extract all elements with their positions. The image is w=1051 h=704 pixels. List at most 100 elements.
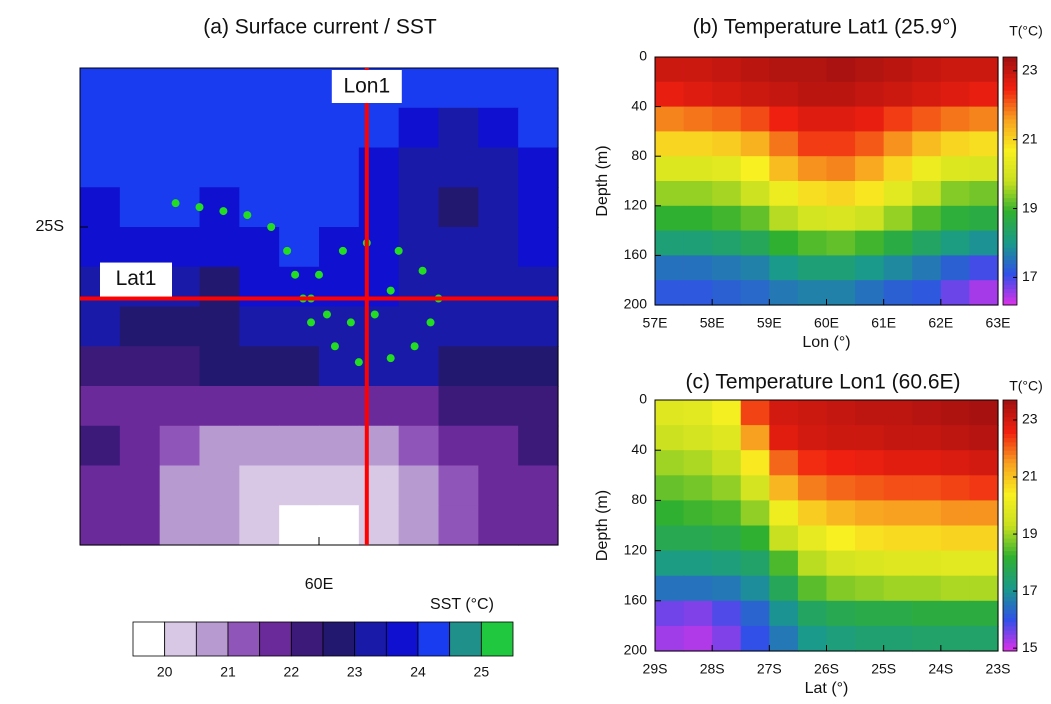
temperature-cell bbox=[969, 156, 999, 182]
colorbar-stripe bbox=[1003, 563, 1017, 568]
sst-cell bbox=[159, 107, 201, 149]
temperature-cell bbox=[940, 255, 971, 281]
temperature-cell bbox=[883, 156, 913, 182]
sst-cell bbox=[199, 465, 240, 506]
section-label: Lon1 bbox=[343, 75, 390, 98]
colorbar-stripe bbox=[1003, 259, 1017, 265]
sst-cell bbox=[438, 68, 479, 109]
sst-cell bbox=[80, 68, 121, 109]
eddy-track-point bbox=[243, 211, 252, 220]
temperature-cell bbox=[883, 181, 913, 207]
colorbar-stripe bbox=[1003, 193, 1017, 199]
colorbar-stripe bbox=[1003, 571, 1017, 577]
colorbar-stripe bbox=[1003, 496, 1017, 501]
colorbar-tick-label: 20 bbox=[157, 664, 173, 680]
eddy-track-point bbox=[394, 246, 403, 255]
colorbar-box bbox=[354, 621, 387, 657]
temperature-cell bbox=[883, 131, 913, 157]
temperature-cell bbox=[712, 205, 742, 232]
colorbar-stripe bbox=[1003, 592, 1017, 598]
temperature-cell bbox=[683, 500, 713, 527]
temperature-cell bbox=[740, 57, 770, 83]
temperature-cell bbox=[912, 400, 942, 426]
sst-cell bbox=[279, 227, 320, 268]
temperature-cell bbox=[855, 525, 885, 552]
colorbar-stripe bbox=[1003, 529, 1017, 535]
sst-cell bbox=[279, 147, 320, 188]
colorbar-stripe bbox=[1003, 646, 1017, 652]
temperature-cell bbox=[769, 525, 799, 552]
x-tick-label: 23S bbox=[986, 661, 1011, 677]
colorbar-stripe bbox=[1003, 416, 1017, 422]
sst-cell bbox=[319, 386, 360, 427]
sst-cell bbox=[438, 505, 479, 546]
temperature-cell bbox=[740, 280, 770, 306]
temperature-cell bbox=[855, 625, 885, 652]
temperature-cell bbox=[712, 400, 742, 426]
sst-cell bbox=[518, 425, 559, 467]
temperature-cell bbox=[826, 156, 856, 182]
temperature-cell bbox=[797, 131, 828, 157]
colorbar-stripe bbox=[1003, 638, 1017, 644]
temperature-cell bbox=[769, 81, 799, 108]
sst-cell bbox=[80, 187, 121, 228]
sst-cell bbox=[159, 147, 201, 188]
temperature-cell bbox=[940, 625, 971, 652]
temperature-cell bbox=[883, 81, 913, 108]
colorbar-stripe bbox=[1003, 567, 1017, 573]
temperature-cell bbox=[769, 400, 799, 426]
temperature-cell bbox=[712, 625, 742, 652]
temperature-cell bbox=[855, 106, 885, 132]
sst-cell bbox=[199, 227, 240, 268]
temperature-cell bbox=[740, 131, 770, 157]
x-axis-label: Lon (°) bbox=[802, 334, 850, 351]
temperature-cell bbox=[969, 280, 999, 306]
colorbar-stripe bbox=[1003, 255, 1017, 261]
sst-cell bbox=[279, 187, 320, 228]
colorbar-stripe bbox=[1003, 168, 1017, 174]
temperature-cell bbox=[712, 450, 742, 476]
sst-cell bbox=[159, 465, 201, 506]
sst-cell bbox=[279, 425, 320, 467]
temperature-cell bbox=[826, 475, 856, 501]
sst-cell bbox=[438, 147, 479, 188]
colorbar-stripe bbox=[1003, 164, 1017, 170]
sst-cell bbox=[518, 68, 559, 109]
temperature-cell bbox=[940, 525, 971, 552]
y-tick-label: 40 bbox=[631, 441, 647, 457]
colorbar-stripe bbox=[1003, 143, 1017, 149]
temperature-cell bbox=[655, 575, 685, 602]
sst-cell bbox=[478, 147, 519, 188]
temperature-cell bbox=[883, 400, 913, 426]
temperature-cell bbox=[740, 575, 770, 602]
temperature-cell bbox=[826, 81, 856, 108]
eddy-track-point bbox=[410, 342, 419, 351]
temperature-cell bbox=[826, 525, 856, 552]
temperature-cell bbox=[769, 255, 799, 281]
sst-cell bbox=[239, 187, 280, 228]
temperature-cell bbox=[855, 57, 885, 83]
temperature-cell bbox=[740, 475, 770, 501]
temperature-cell bbox=[912, 625, 942, 652]
temperature-cell bbox=[912, 280, 942, 306]
colorbar-stripe bbox=[1003, 263, 1017, 269]
sst-cell bbox=[239, 107, 280, 149]
temperature-cell bbox=[826, 181, 856, 207]
temperature-cell bbox=[940, 400, 971, 426]
x-tick-label: 28S bbox=[700, 661, 725, 677]
colorbar-title: T(°C) bbox=[1009, 378, 1043, 394]
sst-cell bbox=[478, 187, 519, 228]
temperature-cell bbox=[969, 600, 999, 627]
colorbar-stripe bbox=[1003, 61, 1017, 66]
sst-cell bbox=[119, 306, 161, 347]
temperature-cell bbox=[797, 525, 828, 552]
colorbar-box bbox=[480, 621, 514, 657]
sst-cell bbox=[159, 68, 201, 109]
temperature-cell bbox=[826, 425, 856, 451]
temperature-cell bbox=[940, 575, 971, 602]
sst-cell bbox=[199, 68, 240, 109]
temperature-cell bbox=[826, 600, 856, 627]
colorbar-stripe bbox=[1003, 276, 1017, 281]
colorbar-stripe bbox=[1003, 110, 1017, 116]
colorbar-stripe bbox=[1003, 408, 1017, 414]
